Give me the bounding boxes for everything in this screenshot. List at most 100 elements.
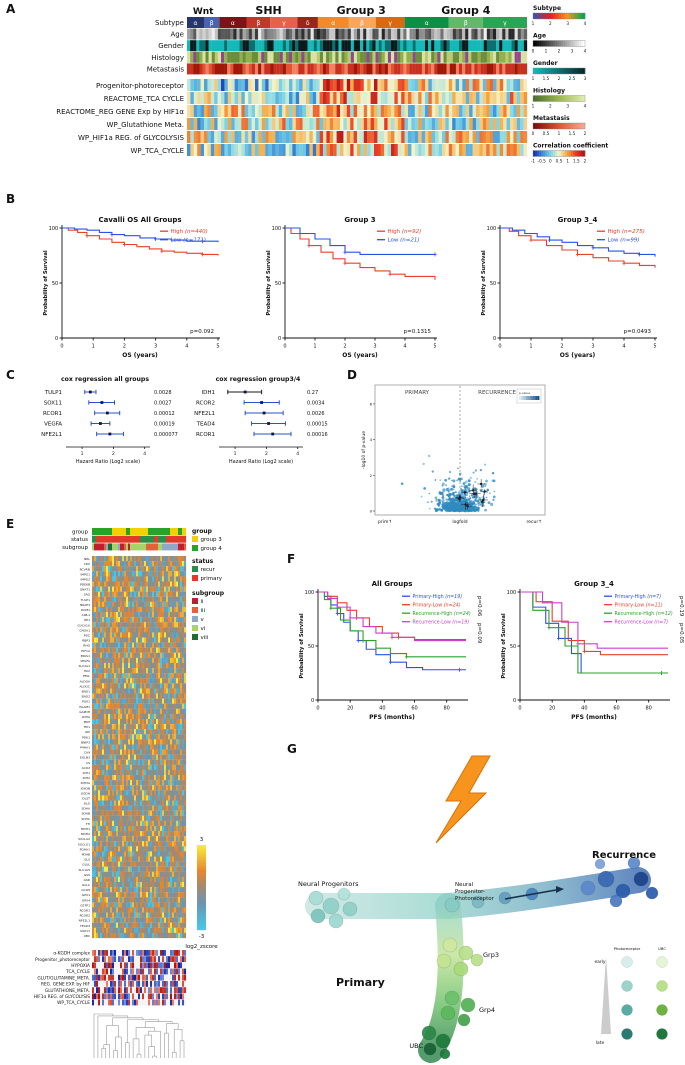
subtype-segment-label: γ	[503, 20, 507, 27]
grp3-cells	[436, 937, 484, 977]
gene-row-label: PDK1	[82, 735, 90, 739]
p-value-top: p=0.19	[678, 596, 684, 617]
x-axis-label: PFS (months)	[571, 714, 617, 721]
gene-row-label: GLUL	[82, 863, 90, 867]
x-tick: 1	[234, 451, 237, 457]
p-value: 0.0034	[307, 401, 325, 407]
p-value: p=0.0493	[624, 329, 652, 335]
survival-curve-High	[500, 227, 656, 268]
panel-a: Wnt SHH Group 3 Group 4 α β α β γ δ α β γ α β γ Subtype A…	[56, 4, 608, 164]
survival-curve-Low	[500, 227, 656, 257]
colorbar-label: log2_zscore	[185, 944, 218, 950]
x-axis-label: Hazard Ratio (Log2 scale)	[76, 459, 140, 465]
subtype-group-header: Group 3	[337, 4, 386, 17]
x-tick: 80	[444, 706, 450, 712]
gene-row-label: GCLM	[81, 888, 90, 892]
gene-row-label: RCVRN	[80, 567, 90, 571]
gene-row-label: HIF1A	[81, 649, 91, 653]
p-value: 0.27	[307, 390, 318, 396]
gene-label: NFE2L1	[41, 432, 62, 438]
dendrogram	[93, 1013, 185, 1058]
gene-row-label: FH	[86, 822, 90, 826]
gene-row-label: AIPL1	[82, 613, 90, 617]
primary-label: Primary	[336, 976, 385, 989]
gene-row-label: IMPG2	[80, 577, 90, 581]
panel-label-b: B	[6, 192, 16, 206]
subtype-group-header: Wnt	[193, 7, 214, 17]
gene-row-label: PFKL	[83, 674, 91, 678]
x-tick: 1	[529, 344, 532, 350]
gene-row-label: NRL	[84, 557, 90, 561]
p-value: 0.0026	[307, 411, 325, 417]
x-tick: 20	[347, 706, 353, 712]
gene-label: RCOR1	[43, 411, 62, 417]
pathway-row-label: HYPOXIA	[71, 963, 90, 969]
x-tick: 0	[283, 344, 286, 350]
x-tick: 3	[373, 344, 376, 350]
gene-row-label: RCOR2	[80, 914, 90, 918]
p-value: 0.000077	[154, 432, 178, 438]
p-value: p=0.092	[190, 329, 214, 335]
neural-progenitor-cells	[308, 887, 358, 929]
survival-curve-High	[62, 227, 219, 256]
p-value: p=0.1315	[404, 329, 432, 335]
legend-early-label: early	[594, 959, 605, 965]
gene-row-label: DLD	[84, 802, 91, 806]
gene-row-label: GUCA1A	[77, 623, 91, 627]
survival-curve-Low	[62, 227, 219, 243]
x-tick: 1	[92, 344, 95, 350]
colorbar-tick: 2	[558, 49, 561, 54]
x-tick: 2	[265, 451, 268, 457]
annotation-row-label: status	[71, 537, 88, 543]
pathway-row-label: α-KGDH complex	[53, 951, 90, 957]
gene-row-label: PDHB	[82, 852, 90, 856]
gene-row-label: RBP3	[82, 639, 90, 643]
x-tick: 4	[143, 451, 146, 457]
grp4-label: Grp4	[479, 1006, 495, 1014]
x-tick: 1	[81, 451, 84, 457]
recurrence-label: RECURRENCE	[478, 390, 516, 396]
colorbar-legend-title: Metastasis	[533, 115, 570, 122]
legend-late-label: late	[596, 1040, 605, 1046]
lightning-bolt-icon	[435, 755, 491, 844]
x-tick: 4	[622, 344, 625, 350]
plot-title: Cavalli OS All Groups	[98, 216, 181, 224]
colorbar-legend-title: Subtype	[533, 5, 561, 12]
gene-label: RCOR2	[196, 401, 215, 407]
colorbar-tick: 2	[584, 159, 587, 164]
x-tick: 4	[296, 451, 299, 457]
p-value: 0.00019	[154, 422, 175, 428]
gene-row-label: SUCLG1	[78, 842, 90, 846]
gene-row-label: SDHC	[81, 817, 90, 821]
colorbar-tick: 1	[532, 104, 535, 109]
y-tick: 0	[513, 698, 516, 704]
annotation-row-label: Metastasis	[147, 65, 185, 73]
y-tick: 0	[493, 336, 496, 342]
signature-row-label: WP_Glutathione Meta.	[107, 121, 184, 129]
colorbar-tick: 3	[566, 104, 569, 109]
x-tick: 3	[591, 344, 594, 350]
legend-item-label: ii	[201, 599, 205, 605]
gene-row-label: ACO2	[82, 766, 90, 770]
colorbar-tick: 3	[566, 21, 569, 26]
subtype-segment-label: α	[331, 20, 335, 27]
gene-row-label: SLC1A5	[78, 868, 90, 872]
x-tick: 80	[646, 706, 652, 712]
x-tick: 3	[154, 344, 157, 350]
legend-entry: Low (n=99)	[608, 238, 640, 244]
pathway-row-label: GLUTATHIONE_META.	[45, 988, 90, 994]
x-axis-label: OS (years)	[122, 352, 158, 359]
colorbar-legend-title: Correlation coefficient	[533, 143, 608, 150]
p-value: 0.00016	[307, 432, 328, 438]
gene-row-label: HK2	[84, 669, 90, 673]
y-tick: 50	[490, 281, 496, 287]
x-tick: 5	[653, 344, 656, 350]
neural-progenitor-photoreceptor-label: Progenitor-	[455, 889, 485, 895]
neural-progenitor-photoreceptor-label: Neural	[455, 882, 474, 888]
subtype-segment-label: γ	[388, 20, 392, 27]
gene-row-label: GSR	[84, 878, 90, 882]
gene-row-label: SOX11	[80, 929, 90, 933]
x-tick: 0	[498, 344, 501, 350]
gene-row-label: ALDOA	[80, 679, 91, 683]
